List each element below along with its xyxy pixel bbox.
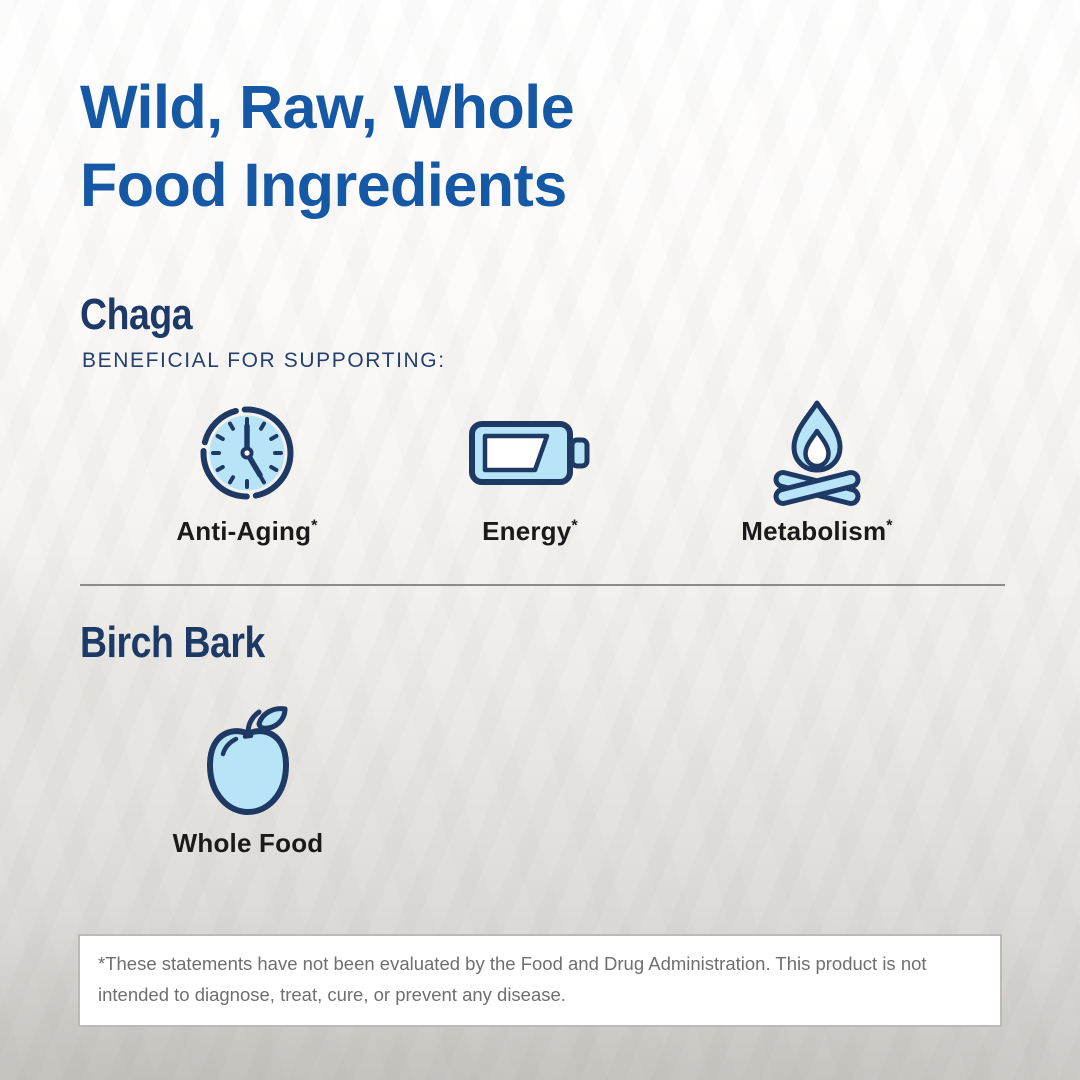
- benefit-label: Whole Food: [172, 828, 324, 858]
- benefit-whole-food: Whole Food: [136, 700, 360, 859]
- benefit-energy: Energy*: [418, 398, 642, 547]
- clock-icon: [135, 398, 359, 508]
- apple-icon: [136, 700, 360, 820]
- section-heading-birch-bark: Birch Bark: [80, 618, 265, 667]
- section-divider: [80, 584, 1005, 586]
- page-title-line1: Wild, Raw, Whole: [80, 73, 575, 141]
- benefit-anti-aging: Anti-Aging*: [135, 398, 359, 547]
- footnote-asterisk: *: [886, 516, 893, 535]
- benefit-label: Anti-Aging*: [176, 516, 318, 546]
- page-title: Wild, Raw, Whole Food Ingredients: [80, 68, 575, 224]
- page-title-line2: Food Ingredients: [80, 151, 567, 220]
- battery-icon: [418, 398, 642, 508]
- footnote-asterisk: *: [571, 516, 578, 535]
- benefit-label: Energy*: [482, 516, 578, 546]
- benefit-metabolism: Metabolism*: [705, 398, 929, 547]
- benefit-label: Metabolism*: [741, 516, 893, 546]
- footnote-asterisk: *: [311, 516, 318, 535]
- fda-disclaimer: *These statements have not been evaluate…: [78, 934, 1002, 1028]
- campfire-icon: [705, 398, 929, 508]
- section-heading-chaga: Chaga: [80, 290, 193, 339]
- section-subheading: BENEFICIAL FOR SUPPORTING:: [82, 349, 446, 372]
